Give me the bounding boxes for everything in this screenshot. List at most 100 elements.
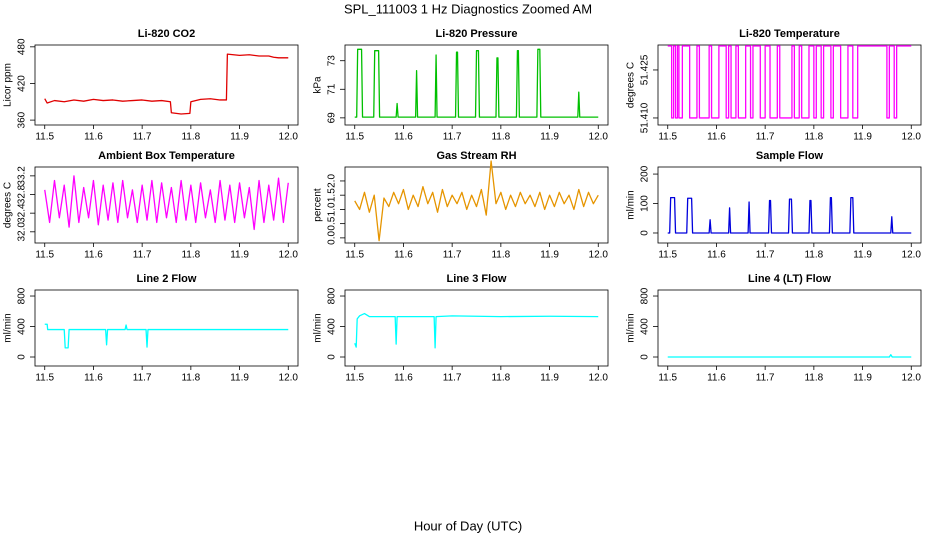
x-axis-title: Hour of Day (UTC) (414, 518, 522, 533)
y-axis-title: percent (313, 188, 324, 222)
x-tick-label: 11.7 (443, 373, 462, 384)
x-tick-label: 12.0 (589, 250, 609, 261)
x-tick-label: 11.5 (345, 132, 364, 143)
y-tick-label: 100 (640, 195, 651, 212)
data-line (354, 312, 599, 349)
panel-title: Ambient Box Temperature (98, 150, 235, 162)
panel-title: Li-820 Pressure (436, 28, 518, 40)
x-tick-label: 11.8 (804, 250, 823, 261)
y-axis-title: degrees C (626, 62, 637, 108)
x-tick-label: 12.0 (279, 132, 299, 143)
x-tick-label: 11.9 (853, 373, 872, 384)
x-tick-label: 11.6 (84, 132, 103, 143)
x-tick-label: 11.5 (345, 250, 364, 261)
plot-frame (657, 44, 922, 126)
y-tick-label: 480 (17, 38, 28, 55)
y-axis-title: ml/min (626, 313, 637, 342)
x-tick-label: 11.8 (491, 132, 510, 143)
data-line (44, 53, 289, 115)
y-tick-label: 0 (17, 354, 28, 360)
panel-title: Li-820 CO2 (138, 28, 195, 40)
x-tick-label: 11.9 (853, 250, 872, 261)
x-tick-label: 11.5 (658, 373, 677, 384)
x-tick-label: 11.6 (84, 250, 103, 261)
x-tick-label: 11.5 (35, 373, 54, 384)
y-tick-label: 73 (327, 55, 338, 67)
x-tick-label: 11.6 (84, 373, 103, 384)
y-axis-title: kPa (313, 76, 324, 94)
x-tick-label: 11.5 (35, 250, 54, 261)
x-tick-label: 11.5 (658, 250, 677, 261)
x-tick-label: 11.7 (443, 250, 462, 261)
x-tick-label: 11.7 (756, 132, 775, 143)
x-tick-label: 11.8 (181, 132, 200, 143)
x-tick-label: 11.8 (491, 373, 510, 384)
y-tick-label: 400 (640, 318, 651, 335)
x-tick-label: 12.0 (589, 132, 609, 143)
y-tick-label: 2.0 (327, 174, 338, 188)
x-tick-label: 11.7 (133, 373, 152, 384)
x-tick-label: 12.0 (902, 132, 922, 143)
x-tick-label: 11.9 (540, 132, 559, 143)
panel-title: Line 2 Flow (137, 273, 197, 285)
y-tick-label: 32.0 (17, 222, 28, 242)
plot-frame (34, 289, 299, 367)
x-tick-label: 11.6 (707, 250, 726, 261)
panel-title: Line 3 Flow (447, 273, 507, 285)
x-tick-label: 11.6 (394, 250, 413, 261)
y-axis-title: ml/min (3, 313, 14, 342)
y-tick-label: 360 (17, 111, 28, 128)
plot-frame (34, 166, 299, 244)
x-tick-label: 11.8 (804, 132, 823, 143)
x-tick-label: 11.8 (491, 250, 510, 261)
y-tick-label: 0 (640, 230, 651, 236)
y-tick-label: 800 (640, 287, 651, 304)
x-tick-label: 11.6 (394, 132, 413, 143)
y-tick-label: 420 (17, 75, 28, 92)
x-tick-label: 11.7 (756, 250, 775, 261)
x-tick-label: 11.9 (540, 373, 559, 384)
x-tick-label: 11.9 (540, 250, 559, 261)
data-line (667, 196, 912, 234)
data-line (44, 175, 289, 231)
y-tick-label: 71 (327, 83, 338, 95)
y-tick-label: 69 (327, 112, 338, 124)
x-tick-label: 12.0 (589, 373, 609, 384)
plot-frame (657, 166, 922, 244)
x-tick-label: 12.0 (902, 250, 922, 261)
y-tick-label: 33.2 (17, 166, 28, 186)
y-tick-label: 800 (17, 287, 28, 304)
x-tick-label: 12.0 (279, 250, 299, 261)
x-tick-label: 11.8 (804, 373, 823, 384)
y-tick-label: 0 (327, 354, 338, 360)
data-line (354, 160, 599, 242)
panel-title: Line 4 (LT) Flow (748, 273, 831, 285)
data-line (667, 45, 912, 119)
plot-frame (34, 44, 299, 126)
y-tick-label: 0.5 (327, 216, 338, 230)
x-tick-label: 11.8 (181, 250, 200, 261)
x-tick-label: 11.6 (707, 373, 726, 384)
plot-frame (344, 44, 609, 126)
x-tick-label: 11.9 (230, 132, 249, 143)
panel-title: Gas Stream RH (436, 150, 516, 162)
y-tick-label: 0 (640, 354, 651, 360)
data-line (667, 354, 912, 358)
y-tick-label: 400 (327, 318, 338, 335)
page-title: SPL_111003 1 Hz Diagnostics Zoomed AM (344, 1, 592, 16)
x-tick-label: 11.8 (181, 373, 200, 384)
data-line (354, 48, 599, 118)
y-tick-label: 800 (327, 287, 338, 304)
y-tick-label: 200 (640, 165, 651, 182)
y-tick-label: 1.0 (327, 202, 338, 216)
x-tick-label: 12.0 (279, 373, 299, 384)
plot-frame (344, 289, 609, 367)
panel-title: Sample Flow (756, 150, 824, 162)
y-axis-title: degrees C (3, 182, 14, 228)
y-axis-title: Licor ppm (3, 63, 14, 107)
y-tick-label: 400 (17, 318, 28, 335)
x-tick-label: 11.6 (707, 132, 726, 143)
y-tick-label: 1.5 (327, 188, 338, 202)
y-axis-title: ml/min (626, 190, 637, 219)
